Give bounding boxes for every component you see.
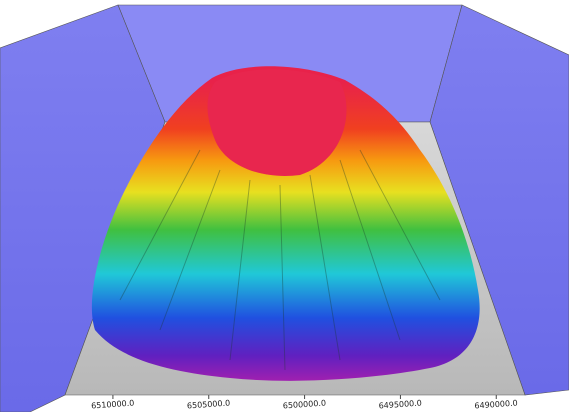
ridges [119, 149, 441, 371]
x-tick-label: 6495000.0 [378, 399, 422, 411]
x-tick-label: 6490000.0 [474, 399, 518, 411]
x-tick-label: 6505000.0 [187, 399, 231, 411]
summit [207, 69, 347, 176]
relief-surface [91, 66, 480, 381]
x-tick-label: 6510000.0 [91, 399, 135, 411]
x-axis: 6510000.0 6505000.0 6500000.0 6495000.0 6490… [91, 395, 518, 411]
right-wall [429, 4, 569, 396]
seamount [91, 66, 480, 381]
x-tick-label: 6500000.0 [283, 399, 327, 411]
